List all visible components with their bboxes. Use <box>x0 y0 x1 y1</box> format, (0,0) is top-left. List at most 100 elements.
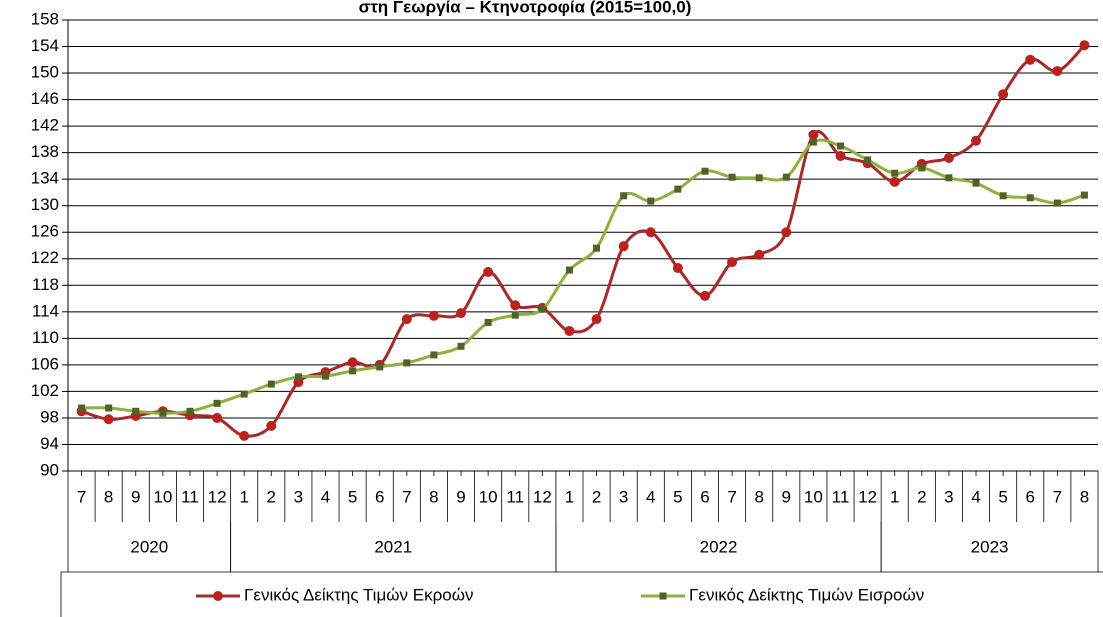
point <box>647 197 655 205</box>
point <box>401 314 412 325</box>
point <box>511 311 519 319</box>
x-tick-label: 8 <box>754 487 763 506</box>
x-tick-label: 12 <box>858 487 877 506</box>
x-tick-label: 5 <box>998 487 1007 506</box>
point <box>620 192 628 200</box>
point <box>266 420 277 431</box>
point <box>593 244 601 252</box>
year-label: 2021 <box>374 537 412 556</box>
y-tick-label: 150 <box>31 63 59 82</box>
point <box>781 227 792 238</box>
legend-label: Γενικός Δείκτης Τιμών Εκροών <box>244 585 474 604</box>
x-tick-label: 8 <box>1080 487 1089 506</box>
y-tick-label: 146 <box>31 89 59 108</box>
point <box>727 257 738 268</box>
point <box>294 373 302 381</box>
x-tick-label: 10 <box>479 487 498 506</box>
y-tick-label: 138 <box>31 142 59 161</box>
point <box>349 367 357 375</box>
point <box>132 407 140 415</box>
point <box>212 412 223 423</box>
point <box>322 372 329 380</box>
point <box>971 135 982 146</box>
point <box>782 173 790 181</box>
point <box>456 308 467 319</box>
point <box>78 404 86 412</box>
legend-label: Γενικός Δείκτης Τιμών Εισροών <box>689 585 924 604</box>
y-tick-label: 90 <box>40 460 59 479</box>
series-line <box>81 44 1086 438</box>
y-tick-label: 98 <box>40 407 59 426</box>
x-tick-label: 5 <box>348 487 357 506</box>
point <box>945 174 953 182</box>
point <box>186 407 194 415</box>
point <box>159 409 167 417</box>
y-tick-label: 142 <box>31 116 59 135</box>
point <box>645 227 656 238</box>
x-tick-label: 9 <box>456 487 465 506</box>
y-tick-label: 114 <box>32 301 59 320</box>
point <box>1025 54 1036 65</box>
point <box>674 185 682 193</box>
point <box>891 169 899 177</box>
x-tick-label: 4 <box>321 487 330 506</box>
point <box>103 414 114 425</box>
point <box>213 399 221 407</box>
x-tick-label: 3 <box>294 487 303 506</box>
point <box>808 129 819 140</box>
point <box>239 430 250 441</box>
year-label: 2023 <box>971 537 1009 556</box>
point <box>999 192 1007 200</box>
x-tick-label: 9 <box>782 487 791 506</box>
x-tick-label: 11 <box>832 487 850 506</box>
point <box>728 173 736 181</box>
point <box>403 359 411 367</box>
x-tick-label: 4 <box>646 487 655 506</box>
point <box>754 249 765 260</box>
y-tick-label: 126 <box>31 222 59 241</box>
x-tick-label: 2 <box>592 487 601 506</box>
x-tick-label: 6 <box>375 487 384 506</box>
legend-box <box>60 571 1103 617</box>
series-line <box>81 138 1085 415</box>
x-tick-label: 12 <box>208 487 227 506</box>
y-tick-label: 110 <box>32 328 59 347</box>
point <box>591 314 602 325</box>
point <box>564 326 575 337</box>
point <box>864 156 872 164</box>
point <box>972 179 980 187</box>
point <box>376 363 384 371</box>
point <box>835 150 846 161</box>
x-tick-label: 11 <box>181 487 199 506</box>
x-tick-label: 3 <box>944 487 953 506</box>
point <box>918 164 926 172</box>
x-tick-label: 3 <box>619 487 628 506</box>
point <box>483 267 494 278</box>
point <box>1052 66 1063 77</box>
point <box>538 305 546 313</box>
y-tick-label: 118 <box>32 275 59 294</box>
x-tick-label: 7 <box>1053 487 1062 506</box>
point <box>347 357 358 368</box>
y-tick-label: 102 <box>31 381 59 400</box>
point <box>998 89 1009 100</box>
point <box>755 174 763 182</box>
point <box>565 266 573 274</box>
point <box>105 404 113 412</box>
point <box>672 263 683 274</box>
x-tick-label: 8 <box>429 487 438 506</box>
x-tick-label: 10 <box>153 487 172 506</box>
x-tick-label: 9 <box>131 487 140 506</box>
point <box>430 351 438 359</box>
point <box>428 310 439 321</box>
y-tick-label: 154 <box>31 36 59 55</box>
point <box>809 138 817 146</box>
chart-title: στη Γεωργία – Κτηνοτροφία (2015=100,0) <box>359 0 692 16</box>
point <box>1026 194 1034 202</box>
point <box>1079 40 1090 51</box>
point <box>240 390 248 398</box>
legend-marker <box>213 591 223 601</box>
x-tick-label: 2 <box>917 487 926 506</box>
point <box>484 318 492 326</box>
x-tick-label: 1 <box>239 487 248 506</box>
